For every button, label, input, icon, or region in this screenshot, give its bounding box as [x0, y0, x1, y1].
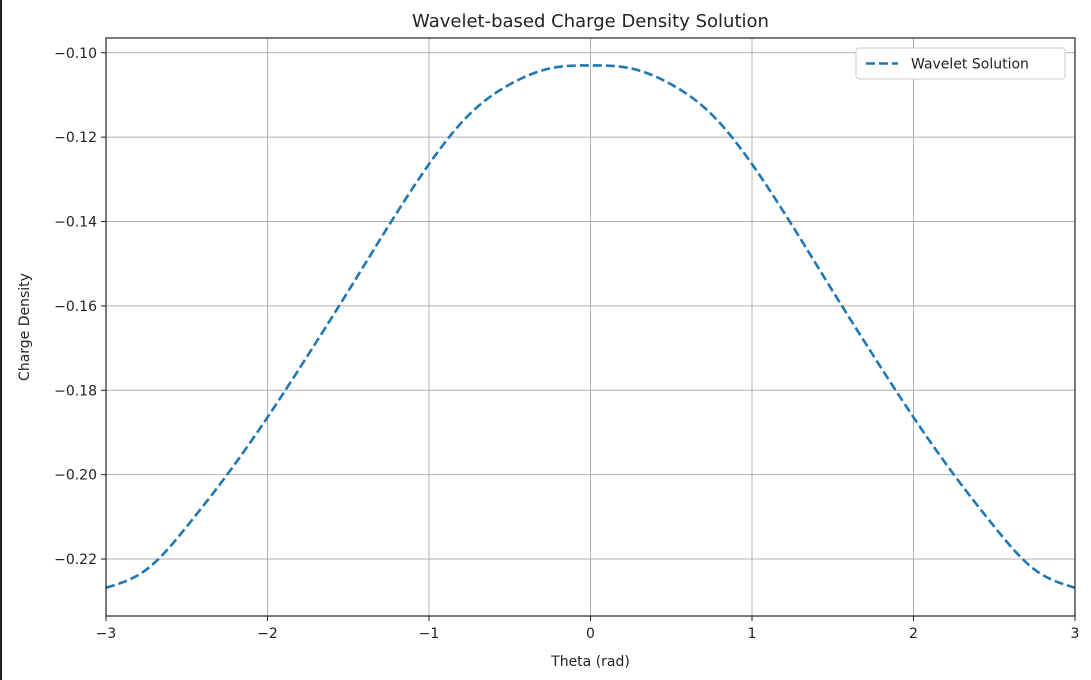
- x-tick-label: 1: [748, 626, 757, 642]
- x-tick-label: 2: [909, 626, 918, 642]
- y-tick-label: −0.10: [54, 46, 97, 62]
- y-tick-label: −0.22: [54, 552, 97, 568]
- series-line-0: [105, 64, 1076, 589]
- y-axis: −0.22 −0.20 −0.18 −0.16 −0.14 −0.12 −0.10: [54, 46, 106, 568]
- x-tick-label: −1: [419, 626, 440, 642]
- x-tick-label: 0: [586, 626, 595, 642]
- legend: Wavelet Solution: [855, 47, 1066, 80]
- x-tick-label: −2: [257, 626, 278, 642]
- series-layer: [105, 64, 1076, 589]
- x-axis: −3 −2 −1 0 1 2 3: [96, 616, 1080, 642]
- x-tick-label: −3: [96, 626, 117, 642]
- grid: [105, 38, 1076, 616]
- y-tick-label: −0.16: [54, 299, 97, 315]
- x-tick-label: 3: [1071, 626, 1080, 642]
- y-tick-label: −0.20: [54, 468, 97, 484]
- y-tick-label: −0.14: [54, 215, 97, 231]
- legend-label: Wavelet Solution: [911, 57, 1029, 73]
- chart-title: Wavelet-based Charge Density Solution: [412, 11, 769, 32]
- x-axis-title: Theta (rad): [550, 654, 630, 670]
- legend-box: [855, 47, 1066, 80]
- y-tick-label: −0.12: [54, 130, 97, 146]
- y-axis-title: Charge Density: [17, 273, 33, 381]
- y-tick-label: −0.18: [54, 383, 97, 399]
